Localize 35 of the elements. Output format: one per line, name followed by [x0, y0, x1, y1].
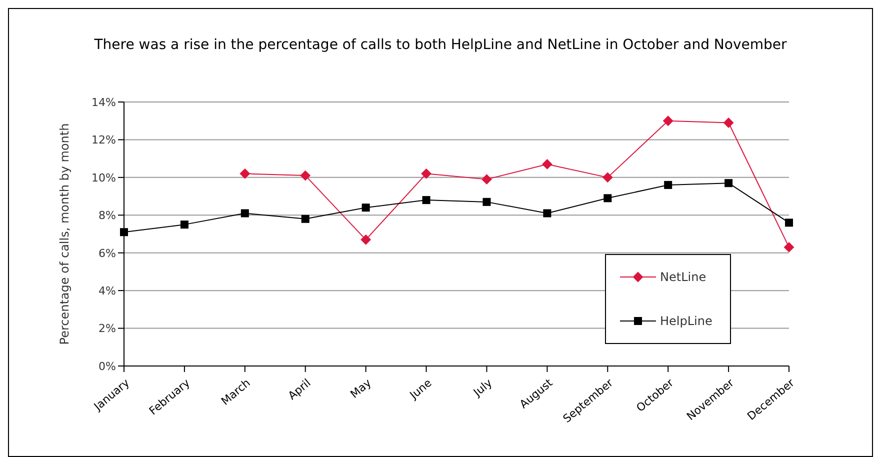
point [120, 228, 128, 236]
chart-title: There was a rise in the percentage of calls to both HelpLine and NetLine in October and November [93, 37, 788, 53]
point [360, 234, 371, 245]
y-tick-label: 14% [92, 96, 116, 109]
point [664, 180, 672, 189]
y-tick-label: 2% [98, 322, 116, 336]
point [482, 198, 491, 206]
y-axis-title: Percentage of calls, month by month [57, 123, 72, 345]
point [422, 196, 430, 204]
point [604, 194, 612, 202]
y-tick-label: 6% [98, 246, 116, 260]
point [362, 204, 370, 212]
point [482, 174, 492, 184]
point [542, 159, 552, 170]
y-tick-label: 0% [98, 360, 116, 373]
point [180, 220, 188, 229]
y-tick-label: 10% [92, 171, 116, 184]
point [602, 172, 613, 182]
y-tick-label: 4% [98, 284, 116, 298]
point [543, 209, 552, 218]
legend-label: HelpLine [660, 314, 712, 328]
point [724, 179, 733, 188]
x-tick-label: May [348, 376, 374, 401]
point [785, 218, 793, 227]
legend-label: NetLine [660, 270, 706, 284]
point [240, 168, 250, 179]
y-tick-label: 8% [98, 209, 116, 222]
point [240, 209, 249, 218]
point [724, 118, 734, 128]
y-tick-label: 12% [92, 134, 116, 147]
point [300, 170, 310, 181]
point [421, 168, 432, 179]
point [663, 116, 674, 126]
point [301, 214, 310, 223]
point [784, 242, 794, 252]
